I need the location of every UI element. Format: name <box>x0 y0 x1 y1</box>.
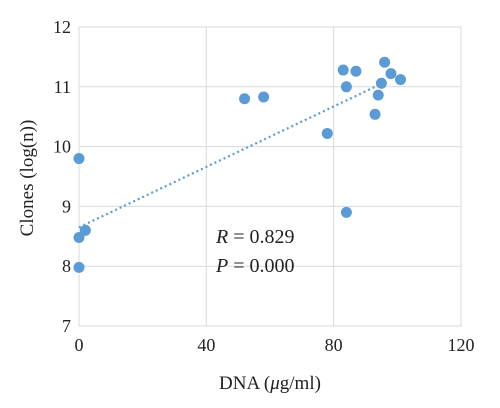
data-point <box>340 81 352 93</box>
r-value: = 0.829 <box>228 226 294 248</box>
r-annotation: R = 0.829 <box>215 226 295 248</box>
p-variable: P <box>215 255 228 277</box>
x-tick-label: 80 <box>325 335 343 355</box>
data-point <box>321 127 333 139</box>
x-axis-title-mu: μ <box>269 373 280 394</box>
x-tick-label: 0 <box>75 335 84 355</box>
data-point <box>375 77 387 89</box>
y-tick-label: 12 <box>53 17 71 37</box>
y-tick-label: 11 <box>54 77 71 97</box>
data-point <box>73 231 85 243</box>
data-point <box>73 153 85 165</box>
gridlines <box>78 26 462 327</box>
data-point <box>337 64 349 76</box>
r-variable: R <box>215 226 228 248</box>
data-point <box>340 206 352 218</box>
p-value: = 0.000 <box>228 255 294 277</box>
data-point <box>73 261 85 273</box>
x-axis-title: DNA (μg/ml) <box>219 373 321 394</box>
data-point <box>372 89 384 101</box>
y-tick-label: 8 <box>62 256 71 276</box>
y-tick-labels: 7 8 9 10 11 12 <box>53 17 71 336</box>
y-axis-title: Clones (log(n)) <box>17 120 38 237</box>
data-point <box>379 56 391 68</box>
plot-frame <box>78 26 462 327</box>
x-axis-title-post: g/ml) <box>280 373 321 394</box>
data-point <box>258 91 270 103</box>
data-point <box>385 68 397 80</box>
data-point <box>369 108 381 120</box>
y-tick-label: 7 <box>62 316 71 336</box>
x-tick-label: 40 <box>197 335 215 355</box>
x-tick-label: 120 <box>448 335 475 355</box>
data-points <box>73 56 407 273</box>
p-annotation: P = 0.000 <box>215 255 295 277</box>
x-axis-title-pre: DNA ( <box>219 373 270 394</box>
y-tick-label: 9 <box>62 196 71 216</box>
x-tick-labels: 0 40 80 120 <box>75 335 475 355</box>
data-point <box>79 224 91 236</box>
data-point <box>350 65 362 77</box>
y-tick-label: 10 <box>53 137 71 157</box>
data-point <box>239 93 251 105</box>
trendline <box>78 82 382 229</box>
data-point <box>395 74 407 86</box>
